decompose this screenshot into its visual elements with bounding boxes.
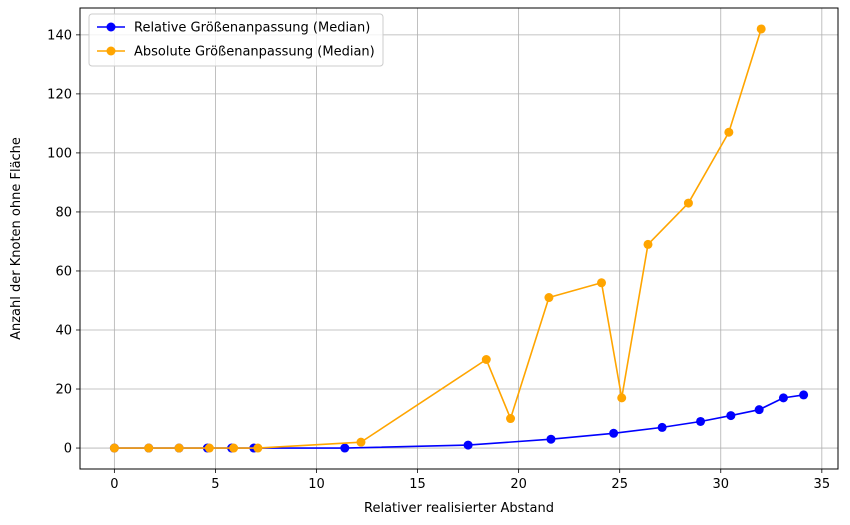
y-tick-label: 0	[64, 442, 72, 457]
x-tick-label: 25	[611, 477, 628, 492]
data-point	[174, 443, 184, 453]
legend-label-relative: Relative Größenanpassung (Median)	[134, 21, 370, 36]
data-point	[756, 24, 766, 34]
data-point	[109, 443, 119, 453]
data-point	[144, 443, 154, 453]
y-tick-label: 20	[55, 383, 72, 398]
data-point	[463, 440, 473, 450]
data-point	[799, 390, 809, 400]
y-tick-label: 100	[47, 146, 72, 161]
y-tick-label: 60	[55, 264, 72, 279]
data-point	[506, 414, 516, 424]
data-point	[657, 422, 667, 432]
legend: Relative Größenanpassung (Median) Absolu…	[88, 13, 384, 67]
data-point	[229, 443, 239, 453]
data-point	[617, 393, 627, 403]
data-point	[597, 278, 607, 288]
data-point	[340, 443, 350, 453]
x-tick-label: 0	[110, 477, 118, 492]
x-tick-label: 10	[308, 477, 325, 492]
data-point	[546, 434, 556, 444]
plot-frame	[79, 7, 839, 470]
x-tick-label: 15	[409, 477, 426, 492]
legend-box	[88, 13, 384, 67]
x-tick-label: 5	[211, 477, 219, 492]
y-tick-label: 120	[47, 87, 72, 102]
data-point	[724, 127, 734, 137]
ticks: 0 5 10 15 20 25 30 35 0 20 40 60 80 100 120 140	[47, 28, 830, 492]
series-line-1	[114, 28, 762, 449]
x-tick-label: 35	[814, 477, 831, 492]
data-point	[726, 411, 736, 421]
data-point	[778, 393, 788, 403]
data-point	[544, 293, 554, 303]
data-point	[696, 416, 706, 426]
data-point	[204, 443, 214, 453]
x-tick-label: 30	[712, 477, 729, 492]
data-point	[253, 443, 263, 453]
data-point	[481, 355, 491, 365]
y-tick-label: 140	[47, 28, 72, 43]
data-point	[356, 437, 366, 447]
y-axis-label: Anzahl der Knoten ohne Fläche	[9, 137, 24, 340]
legend-label-absolute: Absolute Größenanpassung (Median)	[134, 45, 375, 60]
y-tick-label: 40	[55, 323, 72, 338]
legend-marker-relative	[106, 22, 116, 32]
x-axis-label: Relativer realisierter Abstand	[364, 501, 554, 516]
data-point	[683, 198, 693, 208]
y-tick-label: 80	[55, 205, 72, 220]
data-point	[643, 239, 653, 249]
x-tick-label: 20	[510, 477, 527, 492]
legend-marker-absolute	[106, 46, 116, 56]
data-point	[754, 405, 764, 415]
data-point	[609, 428, 619, 438]
series-layer	[109, 24, 809, 453]
